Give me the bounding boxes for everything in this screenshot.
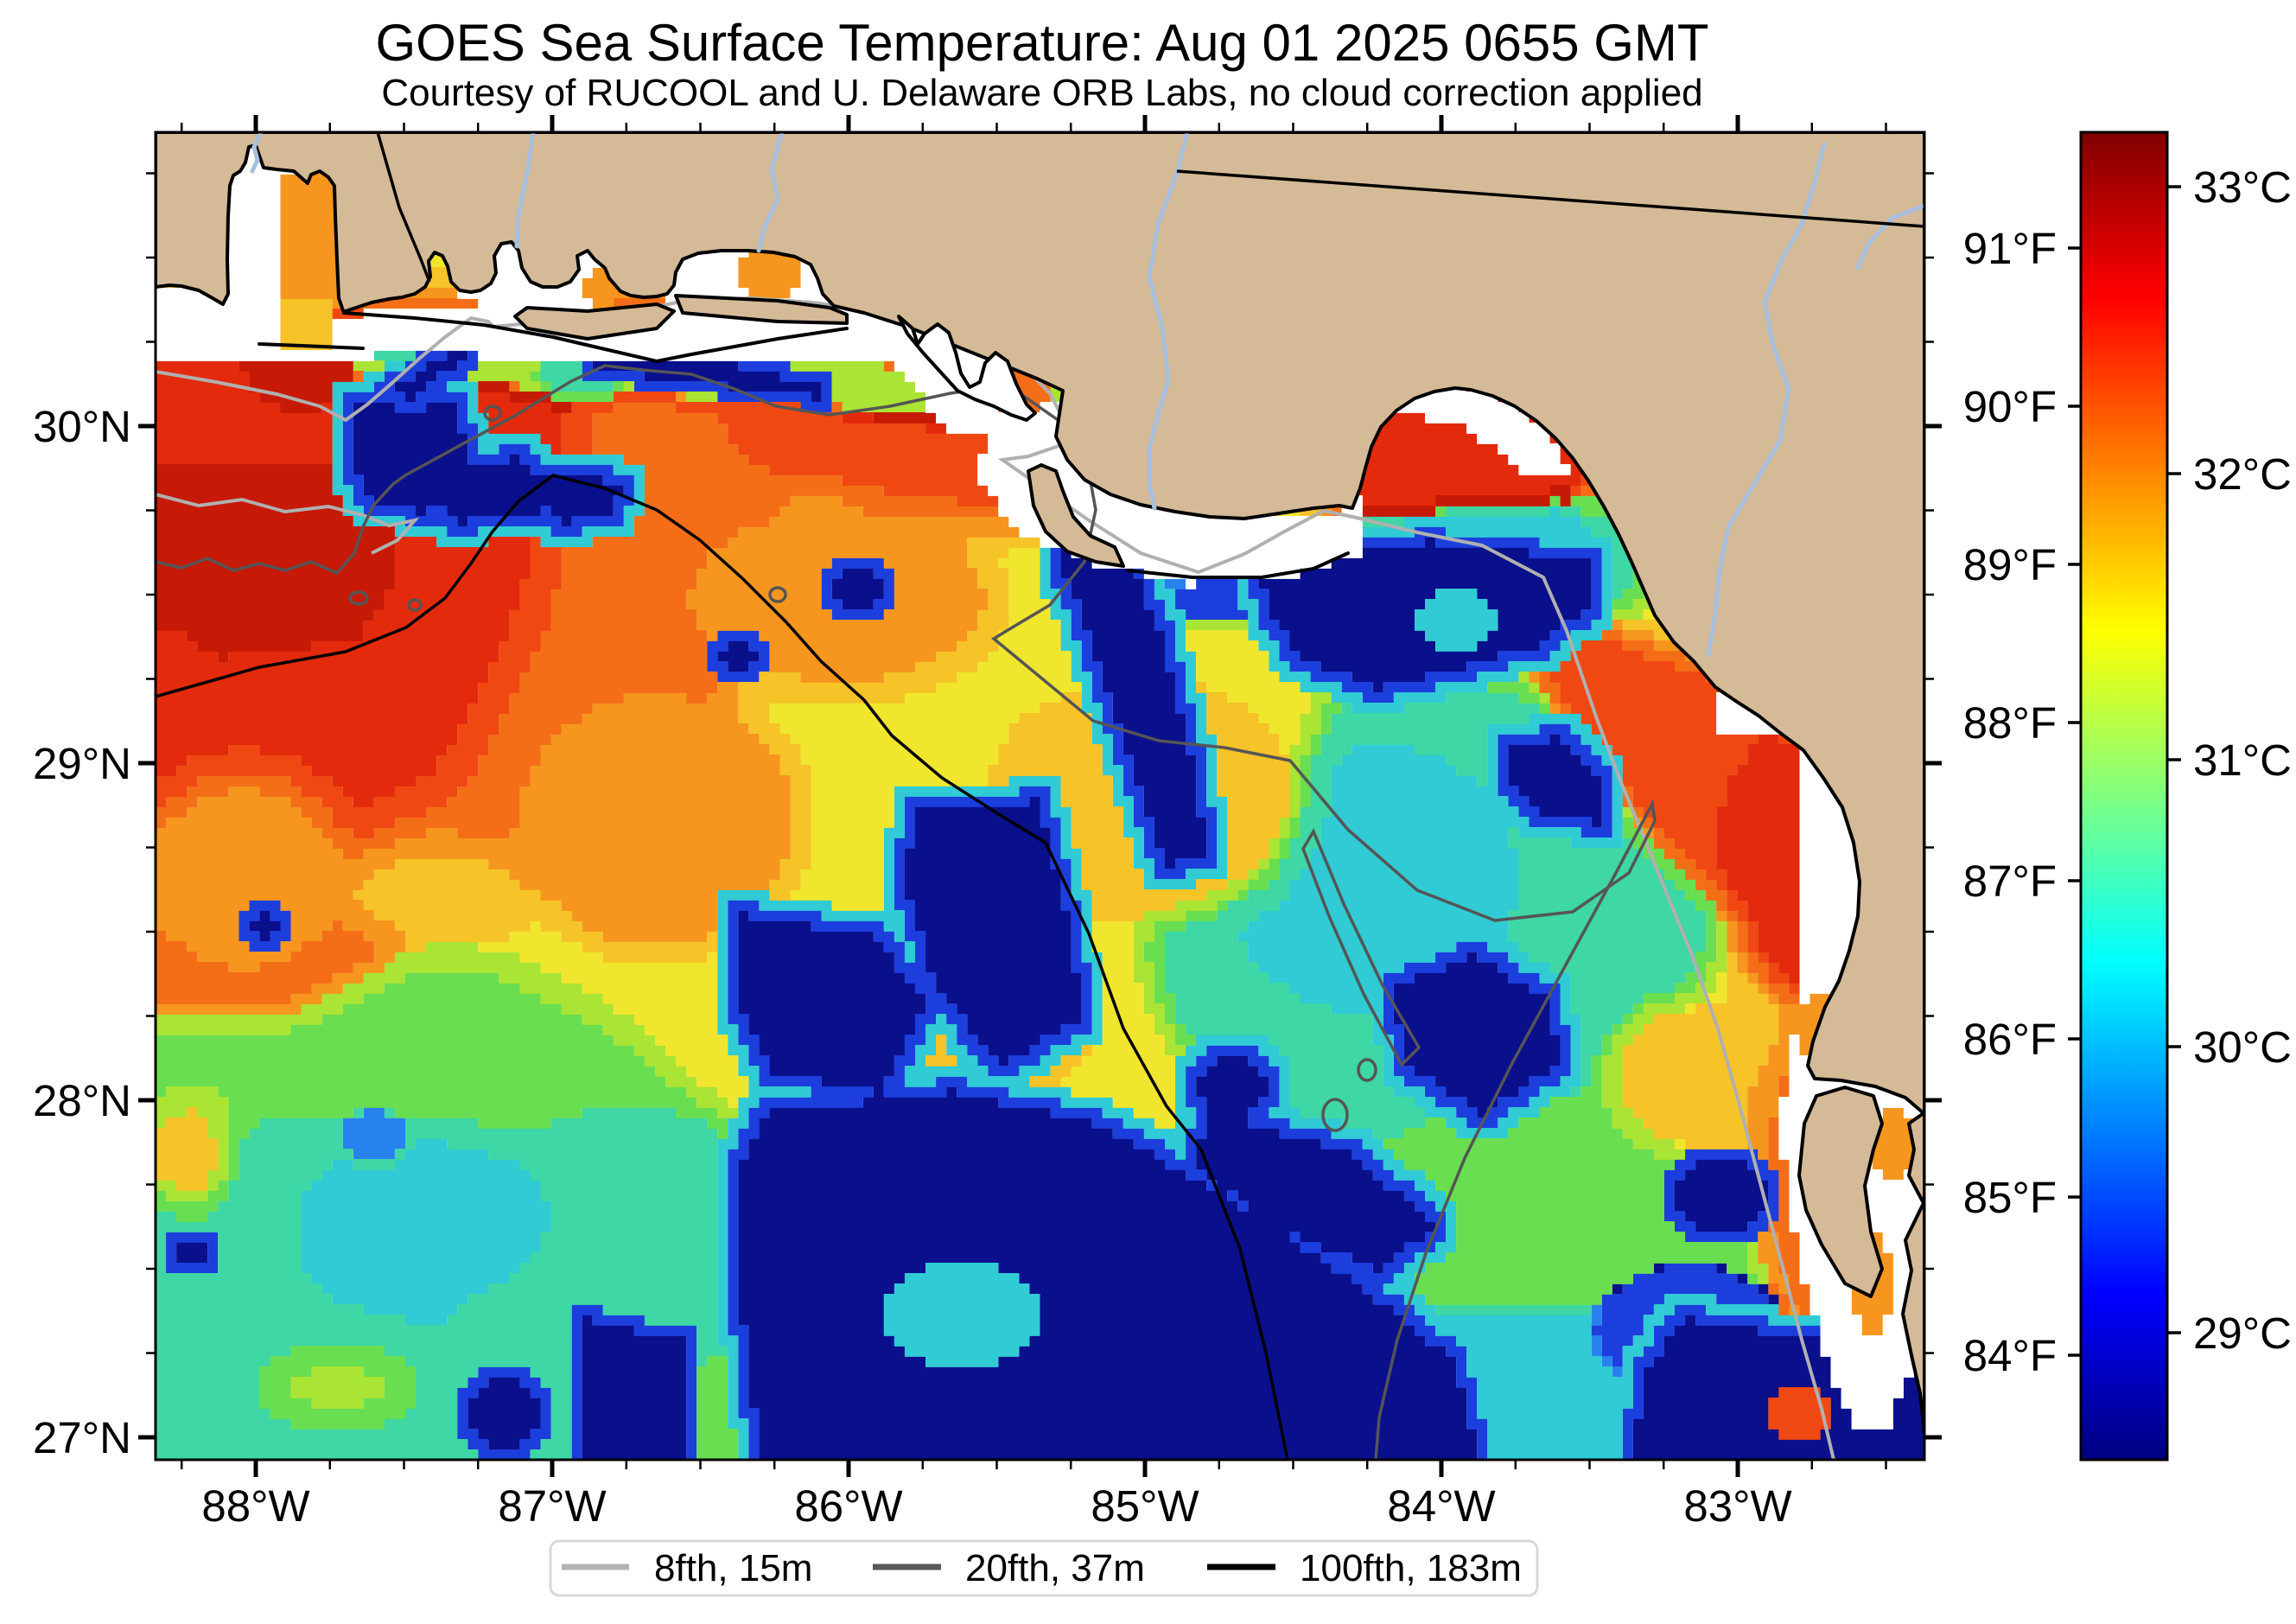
svg-text:89°F: 89°F: [1963, 540, 2057, 589]
svg-text:20fth, 37m: 20fth, 37m: [965, 1547, 1145, 1589]
svg-text:86°W: 86°W: [794, 1481, 902, 1531]
svg-text:Courtesy of RUCOOL and U. Dela: Courtesy of RUCOOL and U. Delaware ORB L…: [381, 72, 1702, 114]
svg-text:29°C: 29°C: [2193, 1309, 2292, 1358]
svg-text:87°W: 87°W: [498, 1481, 606, 1531]
svg-text:88°F: 88°F: [1963, 698, 2057, 748]
svg-text:33°C: 33°C: [2193, 162, 2292, 212]
svg-text:88°W: 88°W: [201, 1481, 309, 1531]
svg-text:30°N: 30°N: [33, 402, 131, 451]
svg-text:100fth, 183m: 100fth, 183m: [1300, 1547, 1522, 1589]
svg-text:85°F: 85°F: [1963, 1173, 2057, 1222]
svg-text:86°F: 86°F: [1963, 1015, 2057, 1064]
svg-text:27°N: 27°N: [33, 1413, 131, 1462]
svg-text:32°C: 32°C: [2193, 449, 2292, 499]
svg-text:83°W: 83°W: [1683, 1481, 1791, 1531]
svg-text:84°W: 84°W: [1387, 1481, 1495, 1531]
svg-text:87°F: 87°F: [1963, 857, 2057, 906]
svg-text:29°N: 29°N: [33, 739, 131, 788]
svg-text:91°F: 91°F: [1963, 224, 2057, 273]
svg-text:84°F: 84°F: [1963, 1331, 2057, 1380]
svg-text:8fth, 15m: 8fth, 15m: [654, 1547, 812, 1589]
svg-text:GOES Sea Surface Temperature:: GOES Sea Surface Temperature: Aug 01 202…: [375, 14, 1708, 72]
svg-text:31°C: 31°C: [2193, 736, 2292, 785]
svg-text:28°N: 28°N: [33, 1076, 131, 1125]
svg-text:85°W: 85°W: [1091, 1481, 1199, 1531]
svg-text:90°F: 90°F: [1963, 382, 2057, 431]
svg-text:30°C: 30°C: [2193, 1022, 2292, 1072]
